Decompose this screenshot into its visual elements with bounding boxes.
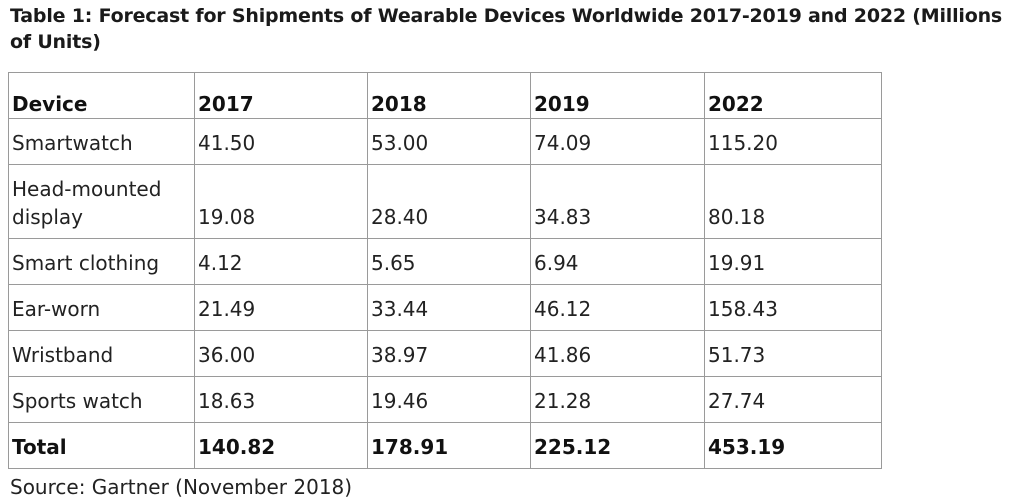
device-cell: Sports watch — [8, 376, 195, 423]
value-cell: 115.20 — [704, 118, 882, 165]
device-cell: Smart clothing — [8, 238, 195, 285]
header-cell-device: Device — [8, 72, 195, 119]
value-cell: 28.40 — [367, 164, 531, 239]
value-cell: 4.12 — [194, 238, 368, 285]
value-cell: 27.74 — [704, 376, 882, 423]
value-cell: 19.46 — [367, 376, 531, 423]
value-cell: 46.12 — [530, 284, 705, 331]
value-cell: 41.50 — [194, 118, 368, 165]
device-cell: Ear-worn — [8, 284, 195, 331]
table-row: Smart clothing 4.12 5.65 6.94 19.91 — [8, 238, 882, 285]
device-cell: Smartwatch — [8, 118, 195, 165]
total-value-cell: 178.91 — [367, 422, 531, 469]
value-cell: 21.49 — [194, 284, 368, 331]
header-cell-2017: 2017 — [194, 72, 368, 119]
value-cell: 19.91 — [704, 238, 882, 285]
value-cell: 36.00 — [194, 330, 368, 377]
header-cell-2018: 2018 — [367, 72, 531, 119]
total-label-cell: Total — [8, 422, 195, 469]
value-cell: 38.97 — [367, 330, 531, 377]
source-note: Source: Gartner (November 2018) — [10, 475, 353, 499]
forecast-table: Device 2017 2018 2019 2022 Smartwatch 41… — [8, 72, 882, 469]
value-cell: 19.08 — [194, 164, 368, 239]
value-cell: 53.00 — [367, 118, 531, 165]
table-title: Table 1: Forecast for Shipments of Weara… — [10, 5, 1003, 53]
table-row: Wristband 36.00 38.97 41.86 51.73 — [8, 330, 882, 377]
total-value-cell: 225.12 — [530, 422, 705, 469]
table-header-row: Device 2017 2018 2019 2022 — [8, 72, 882, 119]
header-cell-2022: 2022 — [704, 72, 882, 119]
value-cell: 6.94 — [530, 238, 705, 285]
value-cell: 5.65 — [367, 238, 531, 285]
value-cell: 74.09 — [530, 118, 705, 165]
table-row: Ear-worn 21.49 33.44 46.12 158.43 — [8, 284, 882, 331]
table-total-row: Total 140.82 178.91 225.12 453.19 — [8, 422, 882, 469]
table-row: Sports watch 18.63 19.46 21.28 27.74 — [8, 376, 882, 423]
value-cell: 41.86 — [530, 330, 705, 377]
value-cell: 80.18 — [704, 164, 882, 239]
device-cell: Head-mounted display — [8, 164, 195, 239]
table-row: Smartwatch 41.50 53.00 74.09 115.20 — [8, 118, 882, 165]
value-cell: 51.73 — [704, 330, 882, 377]
table-row: Head-mounted display 19.08 28.40 34.83 8… — [8, 164, 882, 239]
value-cell: 158.43 — [704, 284, 882, 331]
device-cell: Wristband — [8, 330, 195, 377]
header-cell-2019: 2019 — [530, 72, 705, 119]
value-cell: 33.44 — [367, 284, 531, 331]
total-value-cell: 453.19 — [704, 422, 882, 469]
value-cell: 18.63 — [194, 376, 368, 423]
value-cell: 21.28 — [530, 376, 705, 423]
total-value-cell: 140.82 — [194, 422, 368, 469]
value-cell: 34.83 — [530, 164, 705, 239]
